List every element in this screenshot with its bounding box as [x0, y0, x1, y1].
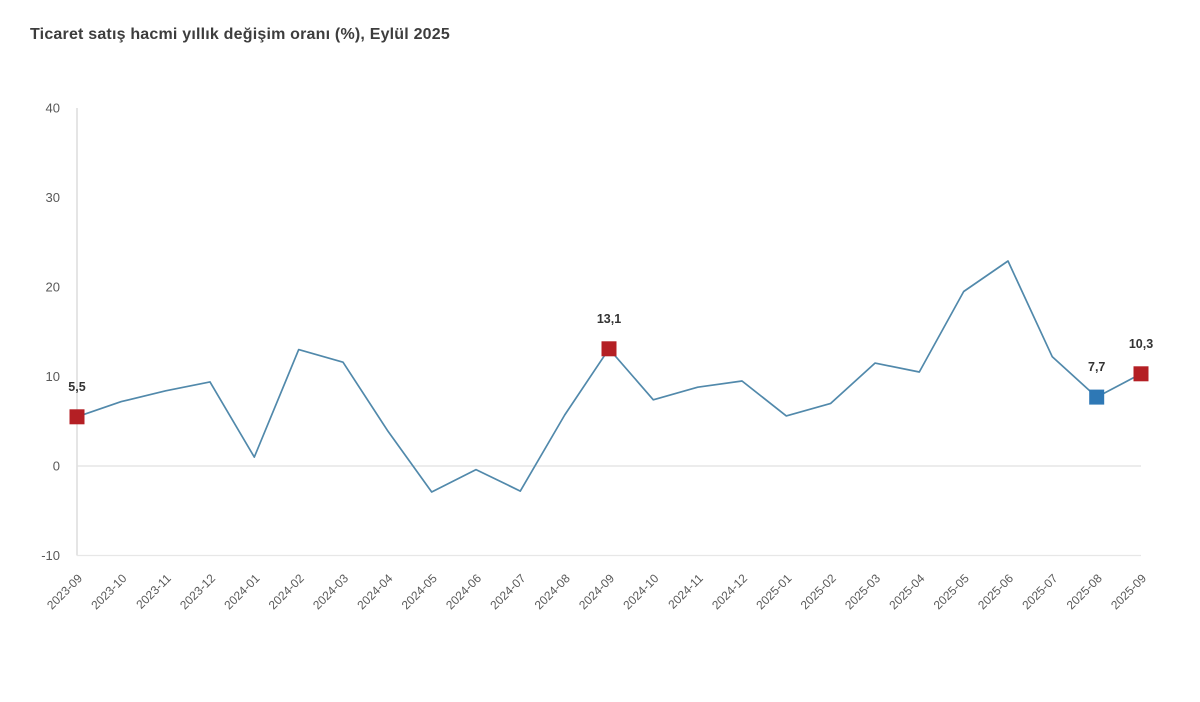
x-tick-label: 2025-01	[753, 571, 794, 612]
x-tick-label: 2025-04	[886, 571, 927, 612]
x-tick-label: 2024-07	[487, 571, 528, 612]
x-tick-label: 2024-10	[620, 571, 661, 612]
x-tick-label: 2024-11	[665, 571, 706, 612]
x-tick-label: 2024-01	[221, 571, 262, 612]
line-series	[76, 260, 1142, 493]
highlight-marker	[69, 409, 85, 425]
x-tick-label: 2024-08	[532, 571, 573, 612]
x-tick-label: 2023-11	[133, 571, 174, 612]
x-tick-label: 2025-08	[1064, 571, 1105, 612]
x-tick-label: 2023-10	[88, 571, 129, 612]
x-tick-label: 2024-12	[709, 571, 750, 612]
y-tick-label: -10	[41, 548, 60, 563]
y-tick-label: 0	[53, 459, 60, 474]
data-label: 5,5	[68, 380, 85, 394]
y-tick-label: 40	[46, 101, 60, 116]
x-tick-label: 2025-07	[1019, 571, 1060, 612]
data-label: 10,3	[1129, 337, 1153, 351]
x-tick-label: 2023-09	[44, 571, 85, 612]
y-tick-label: 10	[46, 369, 60, 384]
x-tick-label: 2025-02	[798, 571, 839, 612]
y-tick-label: 30	[46, 190, 60, 205]
x-tick-label: 2025-09	[1108, 571, 1149, 612]
highlight-marker	[601, 341, 617, 357]
x-tick-label: 2023-12	[177, 571, 218, 612]
x-tick-label: 2024-09	[576, 571, 617, 612]
x-tick-label: 2024-02	[266, 571, 307, 612]
chart-title: Ticaret satış hacmi yıllık değişim oranı…	[30, 26, 450, 43]
x-tick-label: 2024-06	[443, 571, 484, 612]
x-tick-label: 2024-03	[310, 571, 351, 612]
x-tick-label: 2024-04	[354, 571, 395, 612]
x-tick-label: 2024-05	[399, 571, 440, 612]
x-tick-label: 2025-06	[975, 571, 1016, 612]
data-label: 13,1	[597, 312, 621, 326]
x-tick-label: 2025-05	[931, 571, 972, 612]
highlight-marker	[1089, 389, 1105, 405]
highlight-marker	[1133, 366, 1149, 382]
y-tick-label: 20	[46, 280, 60, 295]
x-tick-label: 2025-03	[842, 571, 883, 612]
data-label: 7,7	[1088, 360, 1105, 374]
